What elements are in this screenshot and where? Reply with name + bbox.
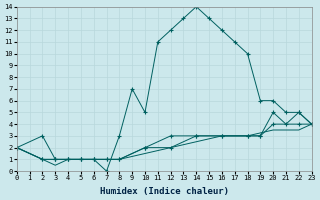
X-axis label: Humidex (Indice chaleur): Humidex (Indice chaleur) [100, 187, 229, 196]
